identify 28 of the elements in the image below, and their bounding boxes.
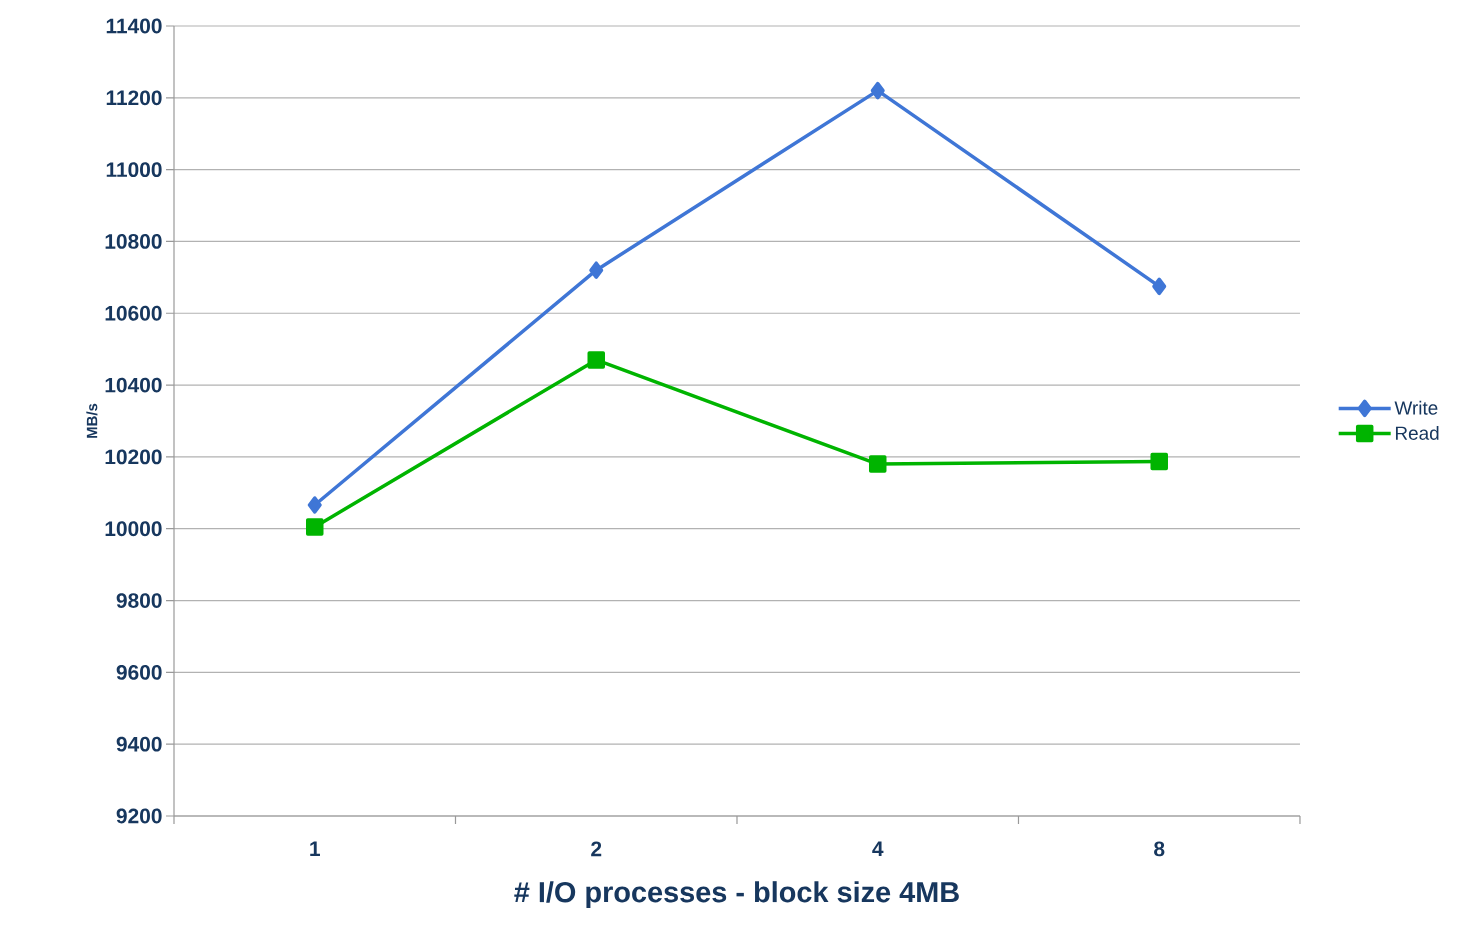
y-tick-label: 9200: [116, 808, 162, 824]
x-tick-label: 4: [872, 841, 884, 856]
y-tick-label: 10600: [105, 305, 162, 321]
point: [589, 261, 604, 279]
y-axis-title: MB/s: [86, 403, 98, 438]
x-tick-label: 2: [591, 841, 602, 857]
legend-label: Write: [1394, 400, 1438, 415]
legend-label: Read: [1395, 425, 1439, 440]
point: [1152, 277, 1167, 296]
x-tick-label: 1: [310, 841, 320, 856]
y-tick-label: 10000: [105, 521, 162, 537]
point: [870, 81, 885, 100]
y-tick-label: 11400: [106, 18, 162, 34]
point: [587, 351, 605, 369]
y-tick-label: 11000: [106, 162, 162, 178]
y-tick-label: 9600: [116, 664, 162, 680]
x-axis-title: # I/O processes - block size 4MB: [514, 881, 959, 909]
x-tick-label: 8: [1154, 841, 1165, 857]
y-tick-label: 10800: [105, 234, 162, 249]
y-tick-label: 10400: [105, 377, 162, 393]
y-tick-label: 9400: [116, 736, 162, 752]
point: [307, 496, 322, 514]
y-tick-label: 10200: [105, 449, 162, 465]
point: [306, 518, 324, 536]
y-tick-label: 11200: [106, 90, 162, 106]
y-tick-label: 9800: [116, 593, 162, 608]
point: [1150, 452, 1168, 471]
point: [868, 455, 887, 473]
